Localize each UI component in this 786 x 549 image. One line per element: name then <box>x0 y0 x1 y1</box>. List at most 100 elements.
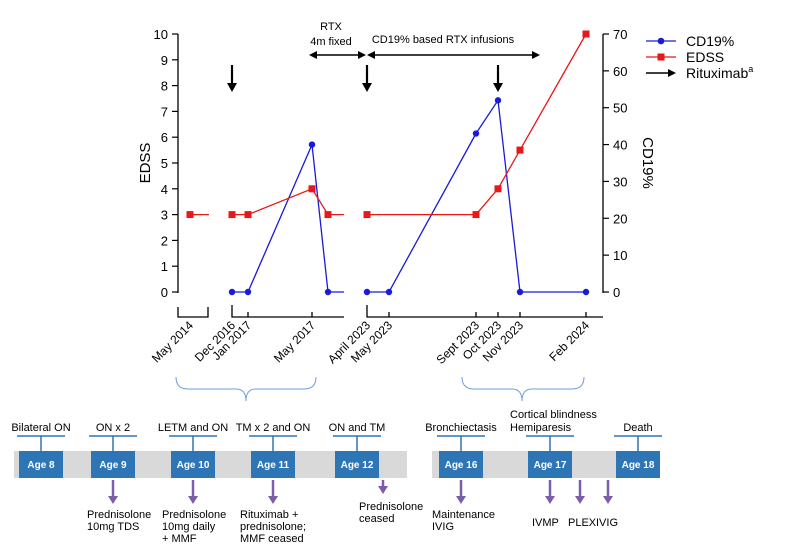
age-label-1: Age 9 <box>99 460 127 471</box>
rituximab-arrowhead-1 <box>362 83 372 92</box>
treatment-text-2-2: + MMF <box>162 533 197 545</box>
extra-treatment-text-1: IVIG <box>596 517 618 529</box>
bracket-left <box>175 376 317 402</box>
annotation-rtx-fixed: RTX 4m fixed <box>309 21 366 59</box>
timeline-brackets <box>175 376 585 402</box>
series-1-line-2 <box>367 33 587 216</box>
age-box-6 <box>528 451 572 478</box>
treatment-arrow-2-head <box>188 496 198 504</box>
treatment-text-4-1: ceased <box>359 513 394 525</box>
right-tick-label-30: 30 <box>613 174 627 189</box>
rituximab-arrowhead-2 <box>493 83 503 92</box>
edss-point-0-0 <box>186 211 194 219</box>
treatment-text-5-1: IVIG <box>432 521 454 533</box>
left-tick-label-4: 4 <box>161 182 168 197</box>
age-box-4 <box>335 451 379 478</box>
treatment-text-3-2: MMF ceased <box>240 533 304 545</box>
event-label-4: ON and TM <box>329 422 386 434</box>
left-tick-label-9: 9 <box>161 53 168 68</box>
age-label-2: Age 10 <box>177 460 210 471</box>
age-label-4: Age 12 <box>341 460 374 471</box>
age-box-0 <box>19 451 63 478</box>
edss-point-2-1 <box>472 211 480 219</box>
cd19-point-1-2 <box>472 130 480 137</box>
edss-point-2-3 <box>516 146 524 154</box>
left-tick-label-2: 2 <box>161 233 168 248</box>
left-tick-label-10: 10 <box>154 27 168 42</box>
treatment-text-1-0: Prednisolone <box>87 509 151 521</box>
x-tick-label-3: May 2017 <box>271 318 318 365</box>
extra-treatment-arrow-1-head <box>603 496 613 504</box>
right-tick-label-40: 40 <box>613 138 627 153</box>
annotation-rtx-line2: 4m fixed <box>310 36 352 48</box>
left-tick-label-0: 0 <box>161 285 168 300</box>
extra-treatment-arrow-0-head <box>575 496 585 504</box>
left-tick-label-1: 1 <box>161 259 168 274</box>
event-label-6: Cortical blindness <box>510 409 597 421</box>
legend-edss-label: EDSS <box>686 49 724 65</box>
treatment-text-4-0: Prednisolone <box>359 501 423 513</box>
left-axis-title: EDSS <box>137 143 154 184</box>
cd19-point-1-4 <box>516 288 524 296</box>
annotation-cd19-text: CD19% based RTX infusions <box>372 34 515 46</box>
treatment-arrow-4-head <box>378 486 388 494</box>
age-box-7 <box>616 451 660 478</box>
right-tick-label-50: 50 <box>613 101 627 116</box>
event-label-0: Bilateral ON <box>11 422 70 434</box>
x-axis <box>177 305 603 318</box>
edss-point-1-2 <box>308 185 316 193</box>
treatment-arrow-3-head <box>268 496 278 504</box>
annotation-cd19-based: CD19% based RTX infusions <box>367 34 540 59</box>
right-tick-label-60: 60 <box>613 64 627 79</box>
legend-rituximab-label: Rituximaba <box>686 64 753 81</box>
cd19-point-1-3 <box>494 97 502 104</box>
x-tick-label-9: Feb 2024 <box>546 318 592 364</box>
legend-edss-marker <box>657 53 665 61</box>
edss-point-2-0 <box>363 211 371 219</box>
edss-point-2-4 <box>582 30 590 38</box>
left-tick-label-5: 5 <box>161 156 168 171</box>
event-label-7: Death <box>623 422 652 434</box>
treatment-text-6-0: IVMP <box>532 517 559 529</box>
cd19-point-0-1 <box>244 288 252 296</box>
age-label-0: Age 8 <box>27 460 55 471</box>
right-tick-label-10: 10 <box>613 248 627 263</box>
age-label-6: Age 17 <box>534 460 567 471</box>
extra-treatment-text-0: PLEX <box>568 517 597 529</box>
legend-rituximab-name: Rituximab <box>686 65 748 81</box>
event-label-3: TM x 2 and ON <box>236 422 311 434</box>
series-0-line-0 <box>232 142 344 293</box>
right-tick-label-0: 0 <box>613 285 620 300</box>
right-tick-label-20: 20 <box>613 211 627 226</box>
rituximab-arrowhead-0 <box>227 83 237 92</box>
series-0-line-1 <box>367 98 586 293</box>
treatment-text-3-0: Rituximab + <box>240 509 298 521</box>
left-tick-label-8: 8 <box>161 79 168 94</box>
treatment-text-1-1: 10mg TDS <box>87 521 139 533</box>
age-label-3: Age 11 <box>257 460 290 471</box>
edss-point-1-1 <box>244 211 252 219</box>
event-label-2: LETM and ON <box>158 422 228 434</box>
x-tick-label-0: May 2014 <box>149 318 196 365</box>
legend-rituximab-sup: a <box>748 64 753 74</box>
cd19-point-0-2 <box>308 141 316 148</box>
treatment-text-2-1: 10mg daily <box>162 521 216 533</box>
left-tick-label-7: 7 <box>161 104 168 119</box>
edss-point-1-3 <box>324 211 332 219</box>
legend-cd19-marker <box>657 37 665 45</box>
age-box-3 <box>251 451 295 478</box>
legend: CD19% EDSS Rituximaba <box>646 33 753 81</box>
annotation-rtx-line1: RTX <box>320 21 342 33</box>
cd19-point-1-1 <box>385 288 393 296</box>
right-axis-title: CD19% <box>639 137 656 189</box>
left-tick-label-3: 3 <box>161 208 168 223</box>
age-label-7: Age 18 <box>622 460 655 471</box>
treatment-text-5-0: Maintenance <box>432 509 495 521</box>
treatment-arrow-1-head <box>108 496 118 504</box>
age-box-2 <box>171 451 215 478</box>
edss-point-1-0 <box>228 211 236 219</box>
treatment-text-3-1: prednisolone; <box>240 521 306 533</box>
age-label-5: Age 16 <box>445 460 478 471</box>
left-tick-label-6: 6 <box>161 130 168 145</box>
